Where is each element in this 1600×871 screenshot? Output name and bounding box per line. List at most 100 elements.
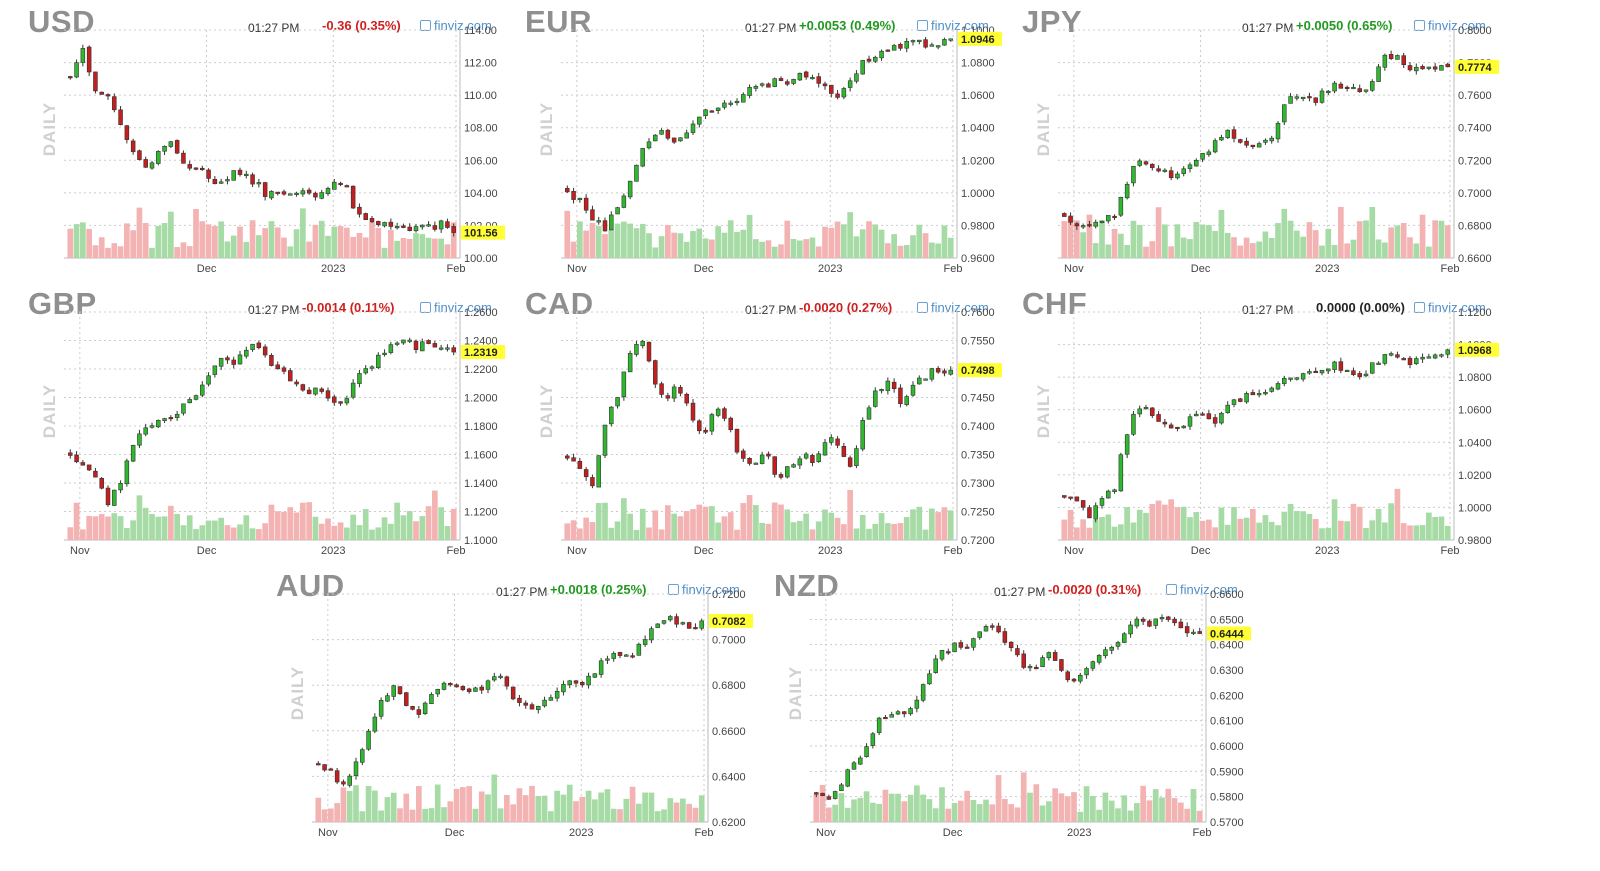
candle-body — [1112, 215, 1117, 219]
volume-bar — [958, 800, 964, 822]
candle-body — [407, 339, 412, 342]
candle-body — [634, 164, 639, 182]
candle-body — [1137, 160, 1142, 166]
candle-body — [1150, 163, 1155, 168]
volume-bar — [312, 516, 319, 540]
candles — [316, 613, 704, 788]
volume-bar — [438, 238, 444, 258]
candle-body — [715, 107, 721, 111]
candle-body — [1326, 90, 1331, 93]
y-tick-label: 1.1200 — [464, 507, 498, 519]
price-change: 0.0000 (0.00%) — [1316, 300, 1405, 315]
candles — [565, 339, 953, 489]
candle-body — [851, 762, 857, 770]
volume-bar — [740, 503, 747, 540]
volume-bar — [1143, 246, 1149, 258]
candle-body — [413, 226, 419, 232]
x-tick-label: Nov — [318, 827, 338, 839]
y-tick-label: 0.7300 — [961, 478, 995, 490]
volume-bar — [199, 221, 206, 258]
volume-bar — [1400, 223, 1407, 258]
grid — [312, 593, 709, 823]
candle-body — [137, 150, 142, 160]
volume-bar — [727, 512, 734, 540]
volume-bar — [105, 247, 111, 258]
candle-body — [697, 116, 702, 125]
volume-bar — [753, 505, 759, 540]
volume-bar — [1369, 520, 1376, 540]
volume-bar — [394, 240, 400, 258]
candle-body — [473, 687, 478, 692]
volume-bar — [1162, 224, 1168, 258]
volume-bar — [841, 524, 847, 540]
volume-bar — [1268, 237, 1275, 258]
candle-body — [1238, 139, 1243, 143]
candle-body — [485, 680, 491, 690]
candle-body — [653, 360, 658, 385]
candle-body — [1156, 168, 1161, 172]
volume-bar — [161, 223, 168, 258]
candle-body — [1162, 169, 1168, 172]
volume-bar — [1190, 789, 1197, 822]
volume-bar — [1444, 225, 1451, 258]
volume-bar — [485, 794, 491, 822]
candle-body — [898, 387, 903, 405]
y-tick-label: 1.0600 — [1458, 405, 1492, 417]
last-price-label: 101.56 — [464, 228, 498, 240]
volume-bar — [809, 237, 816, 258]
x-tick-label: Feb — [944, 263, 963, 275]
x-tick-label: Nov — [816, 827, 836, 839]
candle-body — [1275, 383, 1281, 390]
candle-body — [1244, 393, 1249, 403]
volume-bar — [636, 803, 642, 822]
volume-bar — [652, 247, 659, 258]
volume-bar — [444, 526, 451, 540]
volume-bar — [268, 504, 275, 540]
volume-bar — [945, 808, 952, 822]
volume-bar — [388, 523, 394, 540]
volume-bar — [935, 512, 941, 540]
candle-body — [200, 167, 205, 171]
volume-bar — [627, 513, 633, 540]
volume-bar — [929, 508, 935, 540]
candle-body — [596, 220, 601, 223]
volume-bar — [375, 228, 382, 258]
volume-bar — [696, 228, 703, 258]
candle-body — [1103, 649, 1108, 657]
candle-body — [1124, 183, 1130, 199]
volume-bar — [136, 495, 143, 540]
volume-bar — [665, 225, 671, 258]
candle-body — [1231, 129, 1237, 139]
volume-bar — [815, 521, 822, 540]
candle-body — [422, 702, 428, 715]
volume-bar — [1136, 509, 1143, 540]
candle-body — [1225, 404, 1230, 413]
volume-bar — [230, 527, 237, 540]
candle-body — [772, 456, 777, 475]
volume-bar — [1115, 808, 1121, 822]
candle-body — [413, 340, 419, 350]
candle-body — [231, 170, 236, 181]
volume-bar — [1400, 523, 1407, 540]
volume-bar — [910, 509, 916, 540]
volume-bar — [1039, 805, 1046, 822]
volume-bar — [1020, 772, 1027, 822]
candle-body — [448, 683, 453, 686]
candle-body — [407, 226, 412, 231]
candle-body — [839, 784, 844, 792]
y-tick-label: 1.1600 — [464, 450, 498, 462]
volume-bar — [1130, 220, 1137, 258]
volume-bar — [1159, 797, 1165, 822]
candle-body — [866, 407, 872, 420]
candle-body — [883, 717, 888, 720]
volume-bar — [111, 243, 118, 258]
volume-bar — [1319, 245, 1325, 258]
candle-body — [1401, 55, 1406, 66]
volume-bar — [1426, 512, 1432, 540]
candle-body — [715, 408, 721, 416]
candle-body — [958, 642, 964, 648]
candle-body — [435, 688, 440, 695]
volume-bar — [646, 527, 652, 540]
volume-bar — [287, 246, 294, 258]
candle-body — [332, 396, 337, 403]
